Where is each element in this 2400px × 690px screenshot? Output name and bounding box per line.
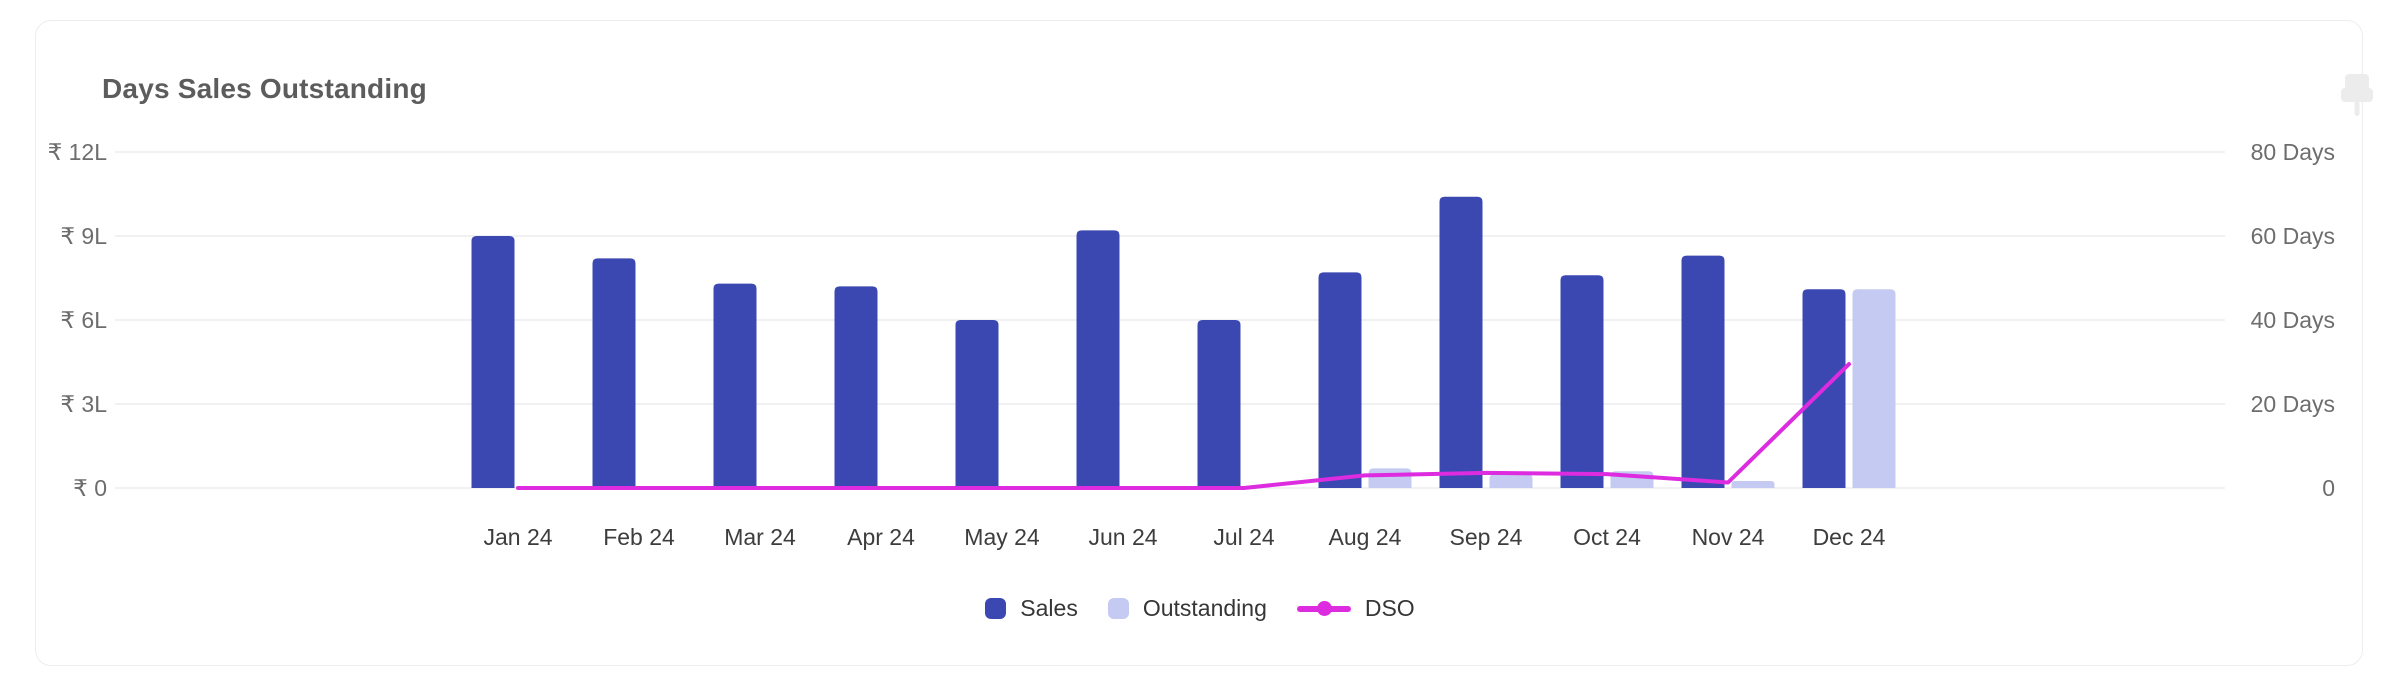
x-axis-label: May 24 bbox=[964, 524, 1040, 550]
sales-bar[interactable] bbox=[1076, 230, 1120, 488]
left-axis-tick-label: ₹ 12L bbox=[48, 139, 108, 165]
outstanding-bar[interactable] bbox=[1489, 474, 1533, 488]
x-axis-label: Oct 24 bbox=[1573, 524, 1641, 550]
pin-button[interactable] bbox=[2336, 71, 2378, 123]
right-axis-tick-label: 80 Days bbox=[2251, 139, 2335, 165]
pushpin-icon bbox=[2341, 74, 2373, 116]
x-axis-label: Jan 24 bbox=[483, 524, 552, 550]
left-axis-tick-label: ₹ 3L bbox=[60, 391, 107, 417]
sales-bar[interactable] bbox=[955, 320, 999, 488]
sales-bar[interactable] bbox=[713, 283, 757, 488]
dso-line[interactable] bbox=[516, 362, 1851, 490]
outstanding-bar[interactable] bbox=[1852, 289, 1896, 488]
card-title: Days Sales Outstanding bbox=[102, 73, 427, 104]
sales-bar[interactable] bbox=[1318, 272, 1362, 488]
sales-bar[interactable] bbox=[834, 286, 878, 488]
sales-bar[interactable] bbox=[1681, 255, 1725, 488]
sales-bar[interactable] bbox=[1439, 196, 1483, 489]
sales-bar[interactable] bbox=[471, 236, 515, 488]
sales-bar[interactable] bbox=[1560, 275, 1604, 488]
outstanding-bar[interactable] bbox=[1368, 468, 1412, 488]
x-axis-label: Sep 24 bbox=[1450, 524, 1523, 550]
right-axis-tick-label: 0 bbox=[2322, 475, 2335, 501]
x-axis-label: Feb 24 bbox=[603, 524, 675, 550]
legend-item-outstanding[interactable]: Outstanding bbox=[1107, 595, 1267, 622]
x-axis-label: Jul 24 bbox=[1213, 524, 1275, 550]
right-axis-tick-label: 40 Days bbox=[2251, 307, 2335, 333]
outstanding-bar[interactable] bbox=[1731, 481, 1775, 488]
left-axis-tick-label: ₹ 9L bbox=[60, 223, 107, 249]
legend-label-dso: DSO bbox=[1364, 595, 1415, 621]
right-axis-tick-label: 60 Days bbox=[2251, 223, 2335, 249]
legend-label-sales: Sales bbox=[1020, 595, 1078, 621]
legend-item-dso[interactable]: DSO bbox=[1296, 595, 1415, 622]
x-axis-label: Apr 24 bbox=[847, 524, 915, 550]
outstanding-swatch-icon bbox=[1107, 598, 1129, 619]
legend-label-outstanding: Outstanding bbox=[1142, 595, 1267, 621]
x-axis-label: Jun 24 bbox=[1088, 524, 1157, 550]
dso-line-swatch-icon bbox=[1296, 598, 1351, 619]
x-axis-label: Nov 24 bbox=[1692, 524, 1765, 550]
x-axis-label: Dec 24 bbox=[1813, 524, 1886, 550]
left-axis-tick-label: ₹ 6L bbox=[60, 307, 107, 333]
x-axis-label: Mar 24 bbox=[724, 524, 796, 550]
legend-item-sales[interactable]: Sales bbox=[985, 595, 1078, 622]
sales-bar[interactable] bbox=[592, 258, 636, 488]
chart-legend: Sales Outstanding DSO bbox=[0, 595, 2400, 622]
sales-swatch-icon bbox=[985, 598, 1007, 619]
left-axis-tick-label: ₹ 0 bbox=[73, 475, 107, 501]
right-axis-tick-label: 20 Days bbox=[2251, 391, 2335, 417]
x-axis-label: Aug 24 bbox=[1329, 524, 1402, 550]
sales-bar[interactable] bbox=[1197, 320, 1241, 488]
